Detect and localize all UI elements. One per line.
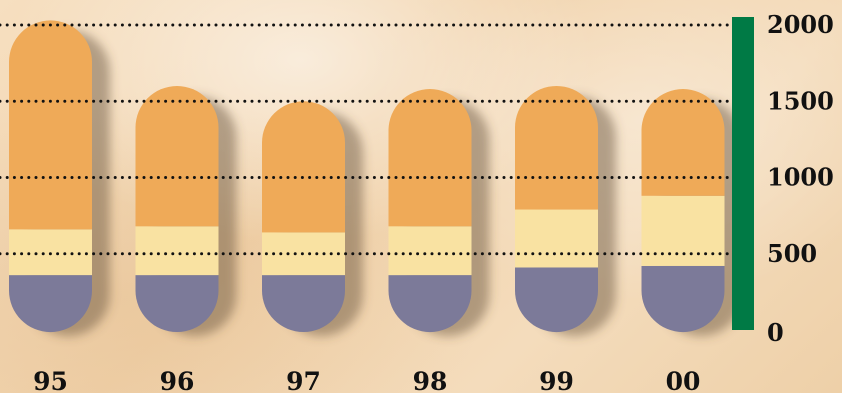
bar-shadows [27,30,743,337]
x-tick-label: 98 [413,367,448,393]
bar-segment [9,20,92,230]
bar-segment [388,226,472,276]
bar-segment [135,226,219,276]
bar-97 [262,101,345,333]
y-axis-bar [732,17,754,330]
bar-98 [388,89,472,333]
y-tick-label: 2000 [767,10,834,39]
bar-segment [262,101,345,233]
y-tick-label: 1000 [767,163,834,192]
x-tick-label: 97 [286,367,321,393]
bar-segment [641,195,725,266]
x-tick-labels: 95 96 97 98 99 00 [33,367,700,393]
bar-segment [388,89,472,227]
bar-segment [641,265,725,333]
x-tick-label: 95 [33,367,68,393]
bar-00 [641,89,725,333]
x-tick-label: 96 [160,367,195,393]
x-tick-label: 99 [539,367,574,393]
bar-segment [9,229,92,276]
bar-segment [135,86,219,227]
y-tick-label: 500 [767,239,817,268]
bar-segment [641,89,725,196]
bar-99 [515,85,598,333]
y-tick-label: 1500 [767,86,834,115]
bar-96 [135,86,219,333]
bar-segment [515,209,598,268]
y-tick-label: 0 [767,318,784,347]
bar-segment [515,85,598,210]
bar-segment [515,267,598,333]
gridlines [0,23,734,256]
y-tick-labels: 0 500 1000 1500 2000 [767,10,834,347]
x-tick-label: 00 [666,367,701,393]
